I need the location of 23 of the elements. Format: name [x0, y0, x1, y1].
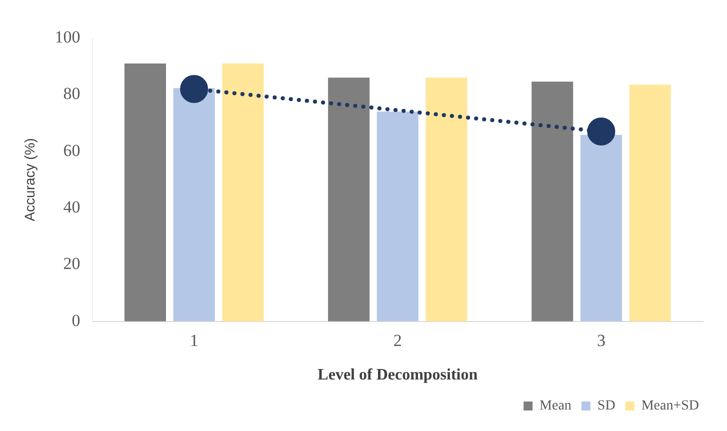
y-tick-label: 40 — [63, 198, 80, 217]
y-axis-title: Accuracy (%) — [21, 138, 38, 222]
y-tick-label: 80 — [63, 84, 80, 104]
legend-label: SD — [597, 398, 616, 414]
bar — [328, 78, 370, 322]
y-tick-label: 20 — [63, 254, 80, 274]
x-axis-title: Level of Decomposition — [318, 366, 478, 384]
bar — [580, 134, 622, 322]
bar — [426, 78, 468, 322]
x-tick-label: 2 — [393, 331, 402, 350]
y-tick-label: 60 — [63, 140, 80, 160]
bar — [532, 82, 574, 322]
x-tick-label: 1 — [190, 331, 198, 350]
legend-label: Mean+SD — [641, 398, 700, 414]
bar — [376, 112, 418, 322]
bar — [222, 64, 264, 322]
y-tick-label: 0 — [72, 310, 80, 330]
x-tick-label: 3 — [596, 331, 606, 350]
bar — [173, 88, 215, 322]
legend-label: Mean — [540, 398, 572, 414]
bar — [629, 84, 671, 322]
y-tick-label: 100 — [54, 27, 80, 46]
bar — [124, 64, 166, 322]
